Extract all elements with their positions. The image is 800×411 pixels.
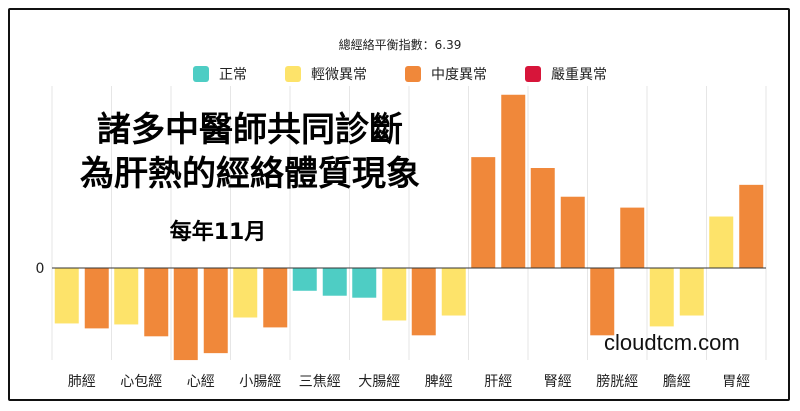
x-tick-label: 小腸經	[239, 374, 281, 390]
bar-right	[679, 268, 704, 316]
overlay-subtitle: 每年11月	[169, 220, 267, 245]
x-tick-label: 膽經	[663, 373, 691, 390]
bar-right	[322, 268, 347, 296]
legend-swatch	[405, 66, 421, 82]
bar-left	[292, 268, 317, 291]
bar-left	[590, 268, 615, 336]
x-tick-label: 三焦經	[299, 374, 341, 390]
legend-item: 嚴重異常	[525, 64, 607, 84]
legend-swatch	[193, 66, 209, 82]
bar-left	[54, 268, 79, 324]
bar-left	[352, 268, 377, 298]
chart-subtitle: 總經絡平衡指數：6.39	[338, 38, 462, 52]
bar-left	[233, 268, 258, 318]
x-tick-label: 心包經	[120, 374, 162, 390]
bar-left	[114, 268, 139, 325]
overlay-title: 諸多中醫師共同診斷 為肝熱的經絡體質現象	[40, 108, 460, 196]
bar-right	[382, 268, 407, 321]
bar-right	[441, 268, 466, 316]
bar-left	[649, 268, 674, 327]
x-tick-label: 腎經	[544, 374, 572, 390]
legend-label: 嚴重異常	[551, 67, 607, 83]
bar-left	[471, 157, 496, 268]
bar-left	[173, 268, 198, 361]
overlay-title-line-2: 為肝熱的經絡體質現象	[80, 154, 420, 194]
bar-right	[263, 268, 288, 328]
x-tick-label: 膀胱經	[596, 373, 638, 390]
legend: 正常 輕微異常 中度異常 嚴重異常	[0, 64, 800, 84]
legend-label: 輕微異常	[311, 67, 367, 83]
legend-item: 正常	[193, 64, 247, 84]
legend-item: 輕微異常	[285, 64, 367, 84]
x-tick-label: 心經	[187, 374, 215, 390]
x-tick-label: 肺經	[68, 374, 96, 390]
bar-right	[620, 207, 645, 268]
bar-right	[560, 196, 585, 268]
bar-right	[84, 268, 109, 329]
bar-right	[203, 268, 228, 354]
x-tick-label: 大腸經	[358, 374, 400, 390]
legend-swatch	[525, 66, 541, 82]
bar-right	[144, 268, 169, 337]
legend-swatch	[285, 66, 301, 82]
x-tick-label: 脾經	[425, 374, 453, 390]
x-tick-label: 肝經	[484, 374, 512, 390]
bar-left	[709, 216, 734, 268]
legend-item: 中度異常	[405, 64, 487, 84]
legend-label: 正常	[219, 67, 247, 83]
watermark: cloudtcm.com	[604, 330, 740, 355]
bar-right	[501, 94, 526, 268]
legend-label: 中度異常	[431, 67, 487, 83]
y-zero-label: 0	[36, 261, 45, 277]
chart-frame	[8, 8, 790, 401]
bar-left	[530, 168, 555, 268]
bar-left	[411, 268, 436, 336]
bar-right	[739, 184, 764, 268]
x-tick-label: 胃經	[722, 374, 750, 390]
overlay-title-line-1: 諸多中醫師共同診斷	[97, 110, 403, 150]
